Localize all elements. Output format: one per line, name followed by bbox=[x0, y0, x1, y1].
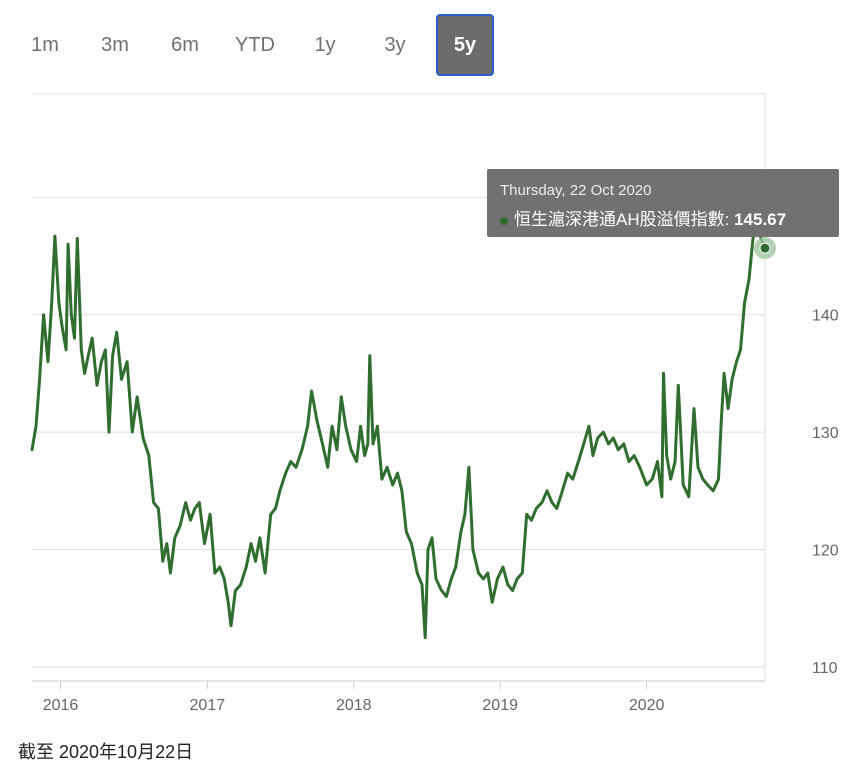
range-button-1m[interactable]: 1m bbox=[16, 14, 74, 76]
tooltip-date: Thursday, 22 Oct 2020 bbox=[500, 182, 652, 199]
x-tick-label: 2017 bbox=[190, 697, 226, 714]
series-dot-icon bbox=[500, 216, 508, 225]
x-tick-label: 2020 bbox=[629, 697, 665, 714]
tooltip-series-name: 恒生滬深港通AH股溢價指數 bbox=[514, 210, 725, 229]
y-tick-label: 130 bbox=[812, 425, 839, 442]
x-tick-label: 2019 bbox=[482, 697, 518, 714]
x-axis-ticks: 2016 2017 2018 2019 2020 bbox=[43, 681, 665, 714]
range-button-1y[interactable]: 1y bbox=[296, 14, 354, 76]
range-button-6m[interactable]: 6m bbox=[156, 14, 214, 76]
tooltip-value: 145.67 bbox=[734, 210, 787, 229]
grid-lines bbox=[32, 93, 765, 668]
tooltip-separator: : bbox=[724, 210, 730, 229]
range-button-3y[interactable]: 3y bbox=[366, 14, 424, 76]
range-selector: 1m 3m 6m YTD 1y 3y 5y bbox=[16, 12, 506, 78]
y-tick-label: 110 bbox=[812, 660, 838, 677]
range-button-3m[interactable]: 3m bbox=[86, 14, 144, 76]
x-tick-label: 2018 bbox=[336, 697, 372, 714]
tooltip-series-line: 恒生滬深港通AH股溢價指數: 145.67 bbox=[500, 205, 839, 230]
highlight-marker bbox=[759, 242, 771, 254]
x-tick-label: 2016 bbox=[43, 697, 79, 714]
range-button-5y[interactable]: 5y bbox=[436, 14, 494, 76]
as-of-date: 截至 2020年10月22日 bbox=[18, 742, 194, 762]
series-line bbox=[30, 219, 767, 640]
y-tick-label: 140 bbox=[812, 308, 839, 325]
y-axis-ticks: 110 120 130 140 bbox=[812, 308, 839, 677]
tooltip: Thursday, 22 Oct 2020 恒生滬深港通AH股溢價指數: 145… bbox=[487, 169, 839, 237]
range-button-ytd[interactable]: YTD bbox=[226, 14, 284, 76]
y-tick-label: 120 bbox=[812, 543, 839, 560]
